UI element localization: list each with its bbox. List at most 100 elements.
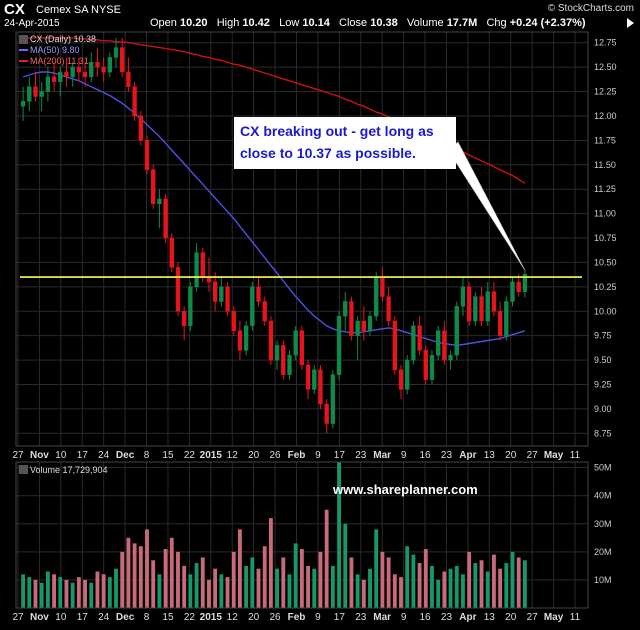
candle-body (194, 252, 199, 288)
company-name: Cemex SA NYSE (36, 4, 121, 16)
high-label: High (216, 17, 240, 29)
price-x-tick-label: 17 (77, 450, 89, 461)
high-value: 10.42 (242, 17, 270, 29)
callout-pointer-shape (447, 141, 526, 271)
price-tick-label: 8.75 (594, 428, 612, 438)
ma50-series (22, 71, 526, 347)
volume-bar (485, 571, 490, 608)
candle-body (398, 369, 404, 390)
price-tick-label: 11.75 (594, 135, 616, 145)
volume-bar (467, 551, 472, 608)
candle-body (175, 267, 181, 312)
volume-bar (231, 551, 236, 608)
volume-bar (380, 551, 385, 608)
volume-bar (132, 543, 137, 608)
volume-bar (268, 518, 273, 608)
legend-price: CX (Daily) 10.38 (30, 34, 96, 44)
chart-header: CX Cemex SA NYSE 24-Apr-2015 © StockChar… (0, 0, 640, 32)
price-tick-label: 12.50 (594, 62, 617, 72)
candle-body (101, 66, 106, 73)
volume-bar (89, 582, 94, 608)
open-value: 10.20 (179, 17, 208, 29)
candle-body (58, 71, 63, 83)
candle-body (349, 301, 354, 336)
candle-body (324, 403, 329, 424)
volume-bar (169, 537, 174, 608)
price-x-tick-label: 27 (527, 450, 539, 461)
volume-x-tick-label: 11 (570, 612, 581, 623)
volume-bar (45, 571, 50, 608)
volume-tick-label: 20M (594, 547, 612, 557)
volume-bar (27, 577, 32, 608)
price-tick-label: 12.00 (594, 111, 617, 121)
volume-value: 17.7M (446, 17, 478, 29)
volume-x-tick-label: Dec (116, 612, 135, 623)
price-x-tick-label: 9 (315, 450, 321, 461)
price-x-tick-label: 20 (505, 450, 517, 461)
candle-body (33, 86, 38, 97)
candle-body (219, 286, 224, 302)
volume-bar (492, 554, 496, 608)
candle-body (113, 47, 119, 58)
volume-bar (516, 557, 521, 608)
price-x-tick-label: 26 (270, 450, 282, 461)
price-tick-label: 10.25 (594, 282, 617, 292)
candle-body (82, 71, 88, 78)
volume-x-tick-label: 12 (227, 612, 239, 623)
candle-body (20, 101, 26, 107)
price-x-tick-label: 16 (419, 450, 431, 461)
price-tick-label: 9.00 (594, 404, 612, 414)
price-x-tick-label: 23 (441, 450, 453, 461)
volume-bar (39, 582, 44, 608)
candle-body (411, 325, 416, 361)
volume-bar (275, 568, 280, 608)
candle-body (374, 276, 379, 317)
ohlc-summary: Open 10.20 High 10.42 Low 10.14 Close 10… (150, 17, 586, 29)
candle-body (70, 66, 75, 78)
candle-body (132, 86, 137, 117)
volume-bar (454, 565, 459, 608)
candle-body (318, 369, 323, 405)
candle-body (262, 301, 267, 322)
candle-body (274, 345, 280, 361)
volume-bar (188, 574, 193, 608)
volume-bar (448, 568, 453, 608)
volume-bar (213, 568, 218, 608)
volume-bar (374, 529, 379, 608)
volume-bar (299, 549, 304, 608)
volume-x-tick-label: 16 (419, 612, 431, 623)
volume-bar (120, 551, 125, 608)
volume-bar (318, 551, 323, 608)
volume-bar (151, 560, 156, 608)
volume-bar (442, 571, 447, 608)
volume-bar (343, 523, 348, 608)
candle-body (95, 62, 100, 68)
candle-body (454, 306, 459, 356)
candle-body (163, 198, 168, 239)
volume-bar (52, 574, 56, 608)
price-tick-label: 9.25 (594, 379, 612, 389)
price-tick-label: 11.25 (594, 184, 616, 194)
change-value: +0.24 (+2.37%) (509, 17, 586, 29)
volume-bar (287, 574, 292, 608)
play-arrow-icon[interactable] (627, 18, 634, 28)
volume-bar (64, 579, 69, 608)
volume-x-tick-label: Apr (459, 612, 476, 623)
candle-body (361, 320, 366, 332)
volume-bar (361, 579, 366, 608)
volume-x-tick-label: 9 (401, 612, 407, 623)
price-x-tick-label: Nov (30, 450, 49, 461)
candle-body (225, 286, 230, 312)
candle-body (107, 57, 112, 73)
volume-x-tick-label: 10 (55, 612, 67, 623)
candle-body (293, 330, 298, 356)
volume-bar (256, 568, 261, 608)
volume-bar (498, 568, 503, 608)
volume-x-tick-label: 2015 (200, 612, 223, 623)
price-panel-frame (15, 31, 589, 447)
volume-x-tick-label: 20 (505, 612, 517, 623)
price-tick-label: 10.75 (594, 233, 617, 243)
volume-bars (21, 462, 527, 608)
volume-bar (262, 546, 267, 608)
